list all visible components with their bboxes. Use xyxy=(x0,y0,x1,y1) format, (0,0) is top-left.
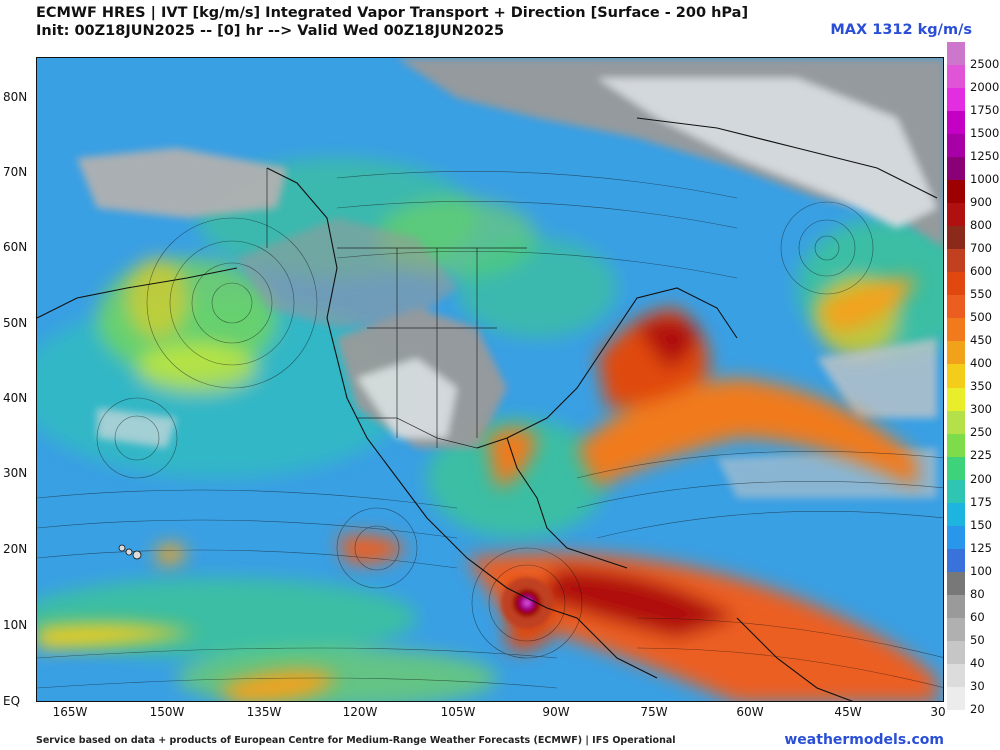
colorbar-swatch xyxy=(947,88,965,112)
colorbar-label: 550 xyxy=(970,287,992,302)
lat-label-30n: 30N xyxy=(3,466,28,480)
colorbar-label: 80 xyxy=(970,586,985,601)
colorbar-label: 175 xyxy=(970,494,992,509)
east-pacific-cyclone xyxy=(501,577,553,629)
lon-label-135w: 135W xyxy=(246,705,282,719)
political-borders xyxy=(266,168,527,449)
chart-title: ECMWF HRES | IVT [kg/m/s] Integrated Vap… xyxy=(36,4,748,40)
site-link[interactable]: weathermodels.com xyxy=(784,732,944,748)
colorbar-swatch xyxy=(947,594,965,619)
ivt-map[interactable] xyxy=(36,57,944,702)
colorbar-label: 900 xyxy=(970,195,992,210)
colorbar-swatch xyxy=(947,295,965,319)
lon-label-75w: 75W xyxy=(640,705,668,719)
colorbar-label: 100 xyxy=(970,563,992,578)
colorbar-swatch xyxy=(947,571,965,596)
atmospheric-river-plumes xyxy=(37,278,937,701)
colorbar-label: 700 xyxy=(970,241,992,256)
colorbar-label: 150 xyxy=(970,517,992,532)
streamlines xyxy=(37,171,943,689)
lon-label-105w: 105W xyxy=(440,705,476,719)
colorbar-label: 450 xyxy=(970,333,992,348)
colorbar-swatch xyxy=(947,433,965,458)
title-line-2: Init: 00Z18JUN2025 -- [0] hr --> Valid W… xyxy=(36,23,505,39)
colorbar-label: 50 xyxy=(970,632,985,647)
colorbar-swatch xyxy=(947,686,965,711)
colorbar-label: 800 xyxy=(970,218,992,233)
colorbar-label: 300 xyxy=(970,402,992,417)
low-ivt-areas xyxy=(77,58,943,498)
colorbar-label: 600 xyxy=(970,264,992,279)
lon-label-165w: 165W xyxy=(52,705,88,719)
colorbar-swatch xyxy=(947,65,965,89)
colorbar-label: 1000 xyxy=(970,172,1000,187)
colorbar-label: 225 xyxy=(970,448,992,463)
colorbar-swatch xyxy=(947,111,965,135)
colorbar-label: 2000 xyxy=(970,79,1000,94)
max-value-label: MAX 1312 kg/m/s xyxy=(830,22,972,38)
lat-label-eq: EQ xyxy=(3,694,21,708)
colorbar-label: 20 xyxy=(970,701,985,716)
lat-label-20n: 20N xyxy=(3,542,28,556)
colorbar-label: 30 xyxy=(970,678,985,693)
colorbar-swatch xyxy=(947,157,965,181)
title-line-1: ECMWF HRES | IVT [kg/m/s] Integrated Vap… xyxy=(36,5,749,21)
colorbar-label: 500 xyxy=(970,310,992,325)
lon-label-60w: 60W xyxy=(736,705,764,719)
colorbar-label: 40 xyxy=(970,655,985,670)
colorbar-swatch xyxy=(947,387,965,412)
lat-label-40n: 40N xyxy=(3,391,28,405)
lat-label-70n: 70N xyxy=(3,165,28,179)
lon-label-150w: 150W xyxy=(149,705,185,719)
lon-label-45w: 45W xyxy=(834,705,862,719)
colorbar-label: 350 xyxy=(970,379,992,394)
colorbar-swatch xyxy=(947,502,965,527)
lon-label-90w: 90W xyxy=(542,705,570,719)
colorbar-swatch xyxy=(947,272,965,296)
lat-label-50n: 50N xyxy=(3,316,28,330)
colorbar-swatch xyxy=(947,663,965,688)
colorbar-swatch xyxy=(947,617,965,642)
colorbar-swatch xyxy=(947,180,965,204)
map-canvas xyxy=(37,58,943,701)
colorbar-swatch xyxy=(947,525,965,550)
colorbar-label: 125 xyxy=(970,540,992,555)
lat-label-60n: 60N xyxy=(3,240,28,254)
lat-label-10n: 10N xyxy=(3,618,28,632)
colorbar-swatch xyxy=(947,226,965,250)
colorbar-swatch xyxy=(947,249,965,273)
colorbar-label: 1250 xyxy=(970,149,1000,164)
lat-label-80n: 80N xyxy=(3,90,28,104)
colorbar-label: 400 xyxy=(970,356,992,371)
data-credit: Service based on data + products of Euro… xyxy=(36,735,676,746)
colorbar-label: 60 xyxy=(970,609,985,624)
colorbar-label: 200 xyxy=(970,471,992,486)
colorbar-swatch xyxy=(947,479,965,504)
colorbar-swatch xyxy=(947,364,965,388)
colorbar-label: 1750 xyxy=(970,102,1000,117)
colorbar-swatch xyxy=(947,548,965,573)
lon-label-120w: 120W xyxy=(342,705,378,719)
colorbar-label: 1500 xyxy=(970,125,1000,140)
colorbar-swatch xyxy=(947,134,965,158)
colorbar-swatch xyxy=(947,456,965,481)
colorbar-swatch xyxy=(947,42,965,66)
colorbar-label: 250 xyxy=(970,425,992,440)
colorbar-label: 2500 xyxy=(970,56,1000,71)
ivt-colorbar xyxy=(947,42,965,711)
colorbar-swatch xyxy=(947,640,965,665)
hawaii-islands xyxy=(118,544,142,560)
colorbar-swatch xyxy=(947,410,965,435)
lon-label-30: 30 xyxy=(930,705,946,719)
colorbar-swatch xyxy=(947,341,965,365)
colorbar-swatch xyxy=(947,203,965,227)
colorbar-swatch xyxy=(947,318,965,342)
coastlines xyxy=(37,117,938,701)
